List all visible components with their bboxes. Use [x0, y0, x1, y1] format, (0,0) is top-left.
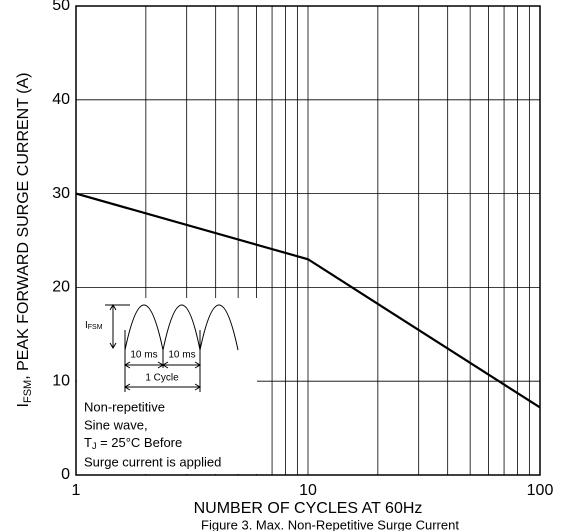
series-line — [75, 192, 541, 409]
peak-sub: FSM — [88, 324, 103, 331]
chart-title: Figure 3. Max. Non-Repetitive Surge Curr… — [201, 517, 459, 531]
y-label-rest: , PEAK FORWARD SURGE CURRENT (A) — [15, 73, 32, 380]
tj-rest: = 25°C Before — [96, 435, 182, 450]
half-label: 10 ms — [168, 350, 195, 361]
sine-wave — [124, 304, 239, 351]
y-tick-label: 0 — [61, 466, 70, 483]
y-tick-label: 20 — [52, 279, 70, 296]
y-label-sub: FSM — [22, 380, 34, 403]
cycle-label: 1 Cycle — [145, 373, 179, 384]
plot-frame — [75, 5, 541, 476]
x-tick-label: 100 — [527, 482, 554, 499]
y-tick-label: 50 — [52, 0, 70, 14]
half-label: 10 ms — [130, 350, 157, 361]
annotation: TJ = 25°C Before — [84, 435, 182, 451]
arrow-head — [109, 304, 117, 349]
x-tick-label: 10 — [299, 482, 317, 499]
y-tick-label: 40 — [52, 91, 70, 108]
inset-background — [77, 298, 257, 474]
x-tick-label: 1 — [72, 482, 81, 499]
y-tick-label: 30 — [52, 185, 70, 202]
y-tick-label: 10 — [52, 372, 70, 389]
tj-main: T — [84, 435, 92, 450]
annotation: Surge current is applied — [84, 454, 221, 469]
waveform — [105, 304, 239, 392]
tj-sub: J — [92, 441, 97, 451]
annotation: Non-repetitive — [84, 399, 165, 414]
inset-peak-label: IFSM — [85, 320, 103, 331]
arrow-head — [124, 361, 201, 391]
peak-main: I — [85, 320, 88, 331]
y-label-main: I — [15, 403, 32, 407]
x-axis-label: NUMBER OF CYCLES AT 60Hz — [194, 500, 423, 517]
y-axis-label: IFSM, PEAK FORWARD SURGE CURRENT (A) — [15, 73, 34, 408]
inset: IFSM 10 ms 10 ms 1 Cycle Non-repetitive … — [77, 298, 257, 474]
annotation: Sine wave, — [84, 417, 148, 432]
